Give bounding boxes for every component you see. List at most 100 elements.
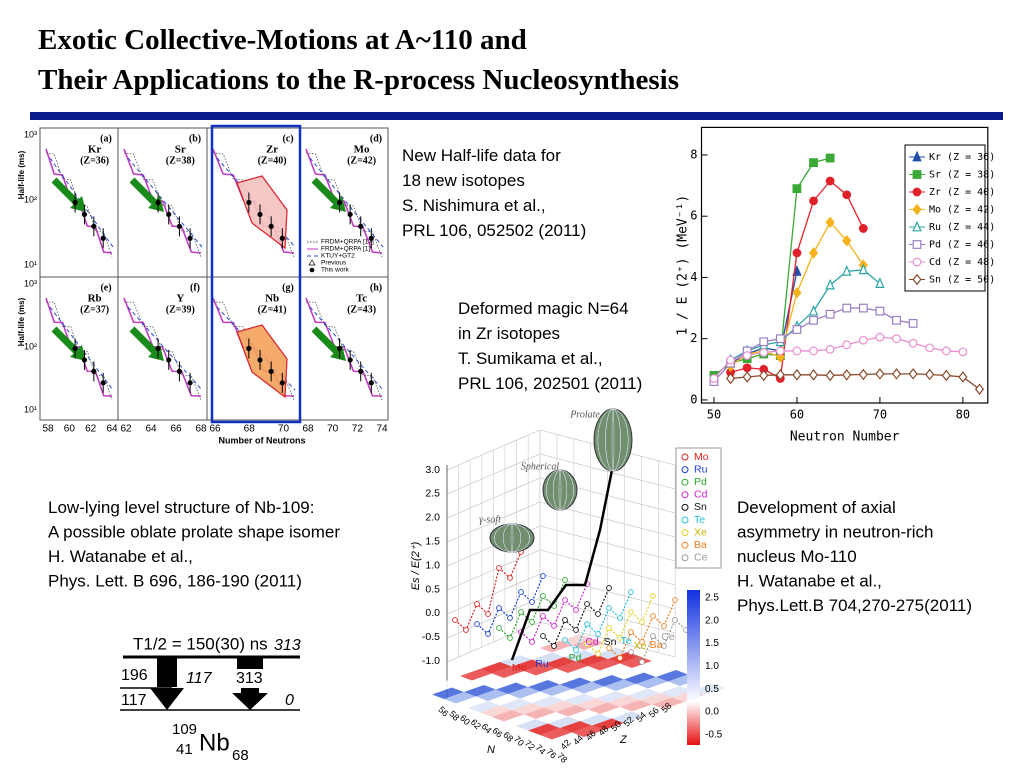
data-point (858, 224, 868, 233)
surface-point (606, 625, 612, 631)
surface-point (496, 625, 502, 631)
legend-label: Previous (321, 260, 347, 267)
heat-cell (472, 673, 504, 685)
data-point (825, 369, 835, 382)
surface-point (529, 599, 535, 605)
curve-label: Ce (661, 631, 675, 643)
surface-point (551, 643, 557, 649)
surface-point (639, 659, 645, 665)
theory-curve (309, 157, 384, 248)
panel-letter: (e) (100, 282, 111, 293)
heat-cell (556, 661, 588, 673)
legend-label: Pd (694, 476, 707, 488)
heat-cell (528, 723, 560, 735)
heat-cell (480, 662, 512, 674)
surface-point (540, 613, 546, 619)
y-tick-label: 6 (690, 209, 697, 223)
curve-label: Pd (569, 652, 582, 664)
legend-marker (681, 529, 689, 537)
legend-label: Cd (Z = 48) (929, 257, 995, 268)
arrow-shaft (129, 177, 159, 207)
y-tick-label: 2.5 (425, 488, 440, 500)
curve-label: Xe (634, 640, 647, 652)
level-scheme (120, 655, 300, 711)
surface-point (584, 621, 590, 627)
legend-marker (681, 491, 689, 499)
heat-cell (612, 711, 644, 723)
shape-label: Prolate (569, 409, 600, 420)
nucleus-shape (542, 469, 578, 511)
panel-element: Sr (175, 144, 186, 156)
shape-label: γ-soft (479, 514, 501, 525)
legend-label: Ce (694, 552, 708, 564)
shape-label: Spherical (521, 461, 560, 472)
data-point (709, 374, 719, 383)
y-tick-label: 10³ (24, 278, 37, 288)
x-tick-label: 62 (120, 424, 132, 435)
y-tick-label: 10³ (24, 129, 37, 139)
surface-point (573, 627, 579, 633)
heat-cell (588, 702, 620, 714)
surface-point (606, 585, 612, 591)
heat-cell (608, 652, 640, 664)
surface-point (452, 617, 458, 623)
data-point (268, 368, 274, 374)
y-tick-label: -0.5 (422, 631, 440, 643)
heat-cell (628, 688, 660, 700)
heat-cell (576, 654, 608, 666)
colorbar-tick-label: 2.0 (705, 615, 719, 626)
arrow-shaft (311, 326, 341, 356)
element-symbol: Nb (199, 729, 230, 756)
text-line: 18 new isotopes (402, 171, 525, 190)
data-point (825, 153, 835, 163)
data-point (875, 332, 885, 342)
surface-point (562, 617, 568, 623)
x-tick-label: 64 (106, 424, 118, 435)
level-energy: 0 (285, 692, 294, 709)
data-point (155, 345, 161, 352)
data-point (858, 303, 868, 313)
heat-cell (580, 670, 612, 682)
heat-cell (556, 705, 588, 717)
data-point (958, 371, 968, 383)
panel-letter: (b) (189, 133, 201, 144)
colorbar-tick-label: 1.0 (705, 661, 719, 672)
data-point (875, 368, 885, 380)
theory-curve (123, 301, 202, 401)
x-tick-label: 62 (85, 424, 97, 435)
curve-label: Mo (512, 662, 527, 674)
title-rule (30, 112, 1003, 120)
heat-cell (540, 728, 572, 740)
surface-point (661, 643, 667, 649)
arrow-shaft (311, 177, 341, 207)
heat-cell (552, 689, 584, 701)
heat-cell (468, 701, 500, 713)
panel-element: Mo (354, 144, 370, 156)
heat-cell (512, 659, 544, 671)
panel-z: (Z=42) (347, 155, 376, 166)
theory-curve (305, 148, 383, 254)
data-point (941, 369, 951, 382)
data-point (792, 248, 802, 258)
heat-cell (504, 714, 536, 726)
legend-label: Ru (Z = 44) (929, 222, 995, 233)
surface-point (639, 619, 645, 625)
data-point (892, 315, 901, 325)
data-point (176, 223, 183, 229)
heat-cell (624, 672, 656, 684)
surface-point (485, 631, 491, 637)
heat-cell (544, 657, 576, 669)
data-point (72, 199, 78, 206)
data-point (792, 346, 802, 356)
surface-point (617, 635, 623, 641)
legend-marker (681, 453, 689, 461)
surface-point (518, 589, 524, 595)
panel-element: Rb (88, 293, 102, 305)
x-tick-label: 66 (170, 424, 182, 435)
surface-point (584, 641, 590, 647)
data-point (358, 223, 364, 229)
heat-cell (456, 696, 488, 708)
legend-marker (912, 240, 922, 249)
level-energy: 313 (274, 637, 301, 654)
heat-cell (612, 668, 644, 680)
